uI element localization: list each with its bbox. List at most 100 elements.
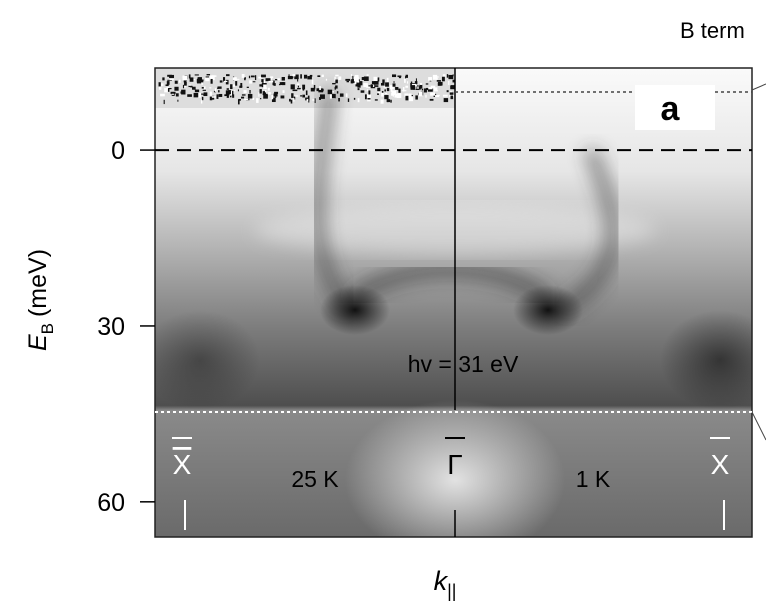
noise-speck <box>366 85 371 88</box>
y-axis-label: EB (meV) <box>24 249 57 351</box>
noise-speck <box>389 85 394 90</box>
noise-speck <box>174 86 179 91</box>
noise-speck <box>224 94 229 97</box>
noise-speck <box>415 78 417 83</box>
noise-speck <box>201 96 204 101</box>
noise-speck <box>367 98 371 100</box>
noise-speck <box>428 77 432 81</box>
point-label: X <box>173 449 192 480</box>
noise-speck <box>162 77 165 81</box>
noise-speck <box>211 96 216 98</box>
noise-speck <box>171 93 175 96</box>
noise-speck <box>271 97 276 103</box>
noise-speck <box>429 98 434 101</box>
noise-speck <box>350 80 354 84</box>
noise-speck <box>244 98 249 101</box>
noise-speck <box>309 74 313 77</box>
noise-speck <box>414 81 418 85</box>
y-axis: 0 30 60 <box>97 137 752 517</box>
noise-speck <box>296 83 300 85</box>
noise-speck <box>223 80 228 83</box>
annotation: hv = 31 eV <box>408 351 519 377</box>
corner-text: B term <box>680 18 745 43</box>
noise-speck <box>331 93 336 99</box>
noise-speck <box>441 76 445 82</box>
noise-speck <box>436 80 441 82</box>
noise-speck <box>201 86 204 89</box>
noise-speck <box>270 76 274 79</box>
noise-speck <box>418 91 423 97</box>
noise-speck <box>410 87 414 90</box>
noise-speck <box>415 88 420 90</box>
noise-speck <box>165 84 169 87</box>
noise-speck <box>415 85 417 90</box>
noise-speck <box>174 80 178 84</box>
noise-speck <box>392 74 397 78</box>
noise-speck <box>278 84 281 86</box>
noise-speck <box>222 77 226 83</box>
noise-speck <box>292 89 298 92</box>
noise-speck <box>163 99 165 105</box>
noise-speck <box>261 79 264 83</box>
noise-speck <box>167 88 170 92</box>
noise-speck <box>210 78 213 84</box>
noise-speck <box>263 94 268 99</box>
noise-speck <box>384 95 389 100</box>
noise-speck <box>300 74 302 79</box>
noise-speck <box>425 83 429 85</box>
noise-speck <box>231 84 235 87</box>
noise-speck <box>275 79 278 81</box>
noise-speck <box>437 82 442 86</box>
noise-speck <box>269 77 273 80</box>
noise-speck <box>311 79 314 85</box>
noise-speck <box>209 75 215 81</box>
noise-speck <box>233 90 236 92</box>
plot-frame <box>154 67 753 538</box>
noise-speck <box>306 98 309 102</box>
noise-speck <box>182 84 184 89</box>
noise-speck <box>160 83 164 87</box>
noise-speck <box>336 91 339 94</box>
noise-speck <box>351 74 353 76</box>
noise-speck <box>386 77 389 82</box>
x-axis-symbol: k <box>434 566 449 596</box>
noise-speck <box>366 89 369 92</box>
noise-speck <box>443 98 449 103</box>
noise-speck <box>432 74 438 80</box>
noise-speck <box>319 97 322 100</box>
noise-speck <box>373 76 378 81</box>
noise-speck <box>232 77 237 81</box>
noise-speck <box>307 95 310 101</box>
noise-speck <box>354 74 359 78</box>
noise-speck <box>268 92 271 95</box>
noise-speck <box>169 74 175 78</box>
noise-speck <box>377 77 380 82</box>
connector <box>751 411 766 441</box>
noise-speck <box>302 88 305 91</box>
noise-speck <box>168 87 172 90</box>
noise-speck <box>357 83 361 88</box>
noise-speck <box>385 92 388 94</box>
noise-speck <box>288 74 290 78</box>
noise-speck <box>230 84 233 90</box>
noise-speck <box>268 80 274 83</box>
noise-speck <box>397 75 402 77</box>
noise-speck <box>294 95 299 97</box>
noise-speck <box>448 74 454 80</box>
noise-speck <box>282 90 285 93</box>
noise-speck <box>449 93 454 98</box>
noise-speck <box>277 78 280 81</box>
noise-speck <box>160 93 165 97</box>
noise-speck <box>164 87 169 93</box>
noise-speck <box>232 94 235 98</box>
noise-speck <box>265 89 267 93</box>
noise-speck <box>243 90 247 94</box>
noise-speck <box>335 85 338 89</box>
noise-speck <box>290 99 293 104</box>
noise-speck <box>442 74 446 78</box>
noise-speck <box>209 96 213 101</box>
noise-speck <box>345 78 351 81</box>
noise-speck <box>425 94 427 98</box>
noise-speck <box>361 77 366 80</box>
